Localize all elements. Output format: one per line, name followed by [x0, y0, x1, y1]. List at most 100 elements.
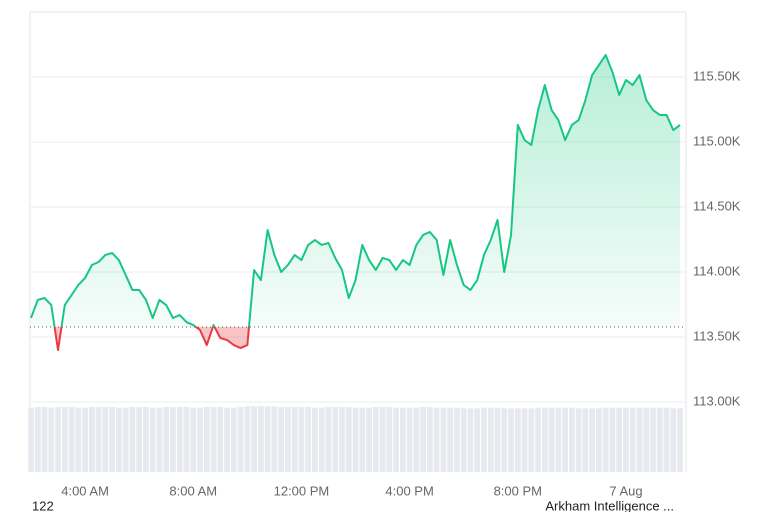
volume-bar — [352, 407, 359, 472]
volume-bar — [285, 407, 291, 472]
volume-bar — [129, 407, 136, 472]
volume-bar — [454, 407, 460, 472]
volume-bar — [406, 407, 413, 472]
volume-bar — [257, 406, 264, 472]
volume-bar — [508, 408, 514, 472]
volume-bar — [650, 407, 656, 472]
volume-bar — [75, 407, 82, 472]
x-tick-label: 7 Aug — [609, 483, 642, 498]
volume-bar — [359, 407, 366, 472]
volume-bar — [217, 407, 224, 472]
footer-left: 122 — [32, 498, 54, 512]
y-tick-label: 114.00K — [693, 263, 741, 278]
volume-bar — [325, 407, 332, 472]
volume-bar — [487, 407, 494, 472]
volume-bar — [562, 407, 568, 472]
x-tick-label: 8:00 PM — [494, 483, 542, 498]
y-tick-label: 115.00K — [693, 133, 741, 148]
volume-bar — [82, 407, 88, 472]
volume-bar — [541, 407, 548, 472]
volume-bar — [582, 408, 589, 472]
volume-bar — [68, 407, 75, 472]
volume-bar — [183, 407, 190, 472]
volume-bar — [210, 407, 217, 472]
volume-bar — [616, 407, 623, 472]
volume-bar — [244, 406, 251, 472]
volume-bar — [656, 407, 663, 472]
volume-bar — [467, 408, 474, 472]
volume-bar — [345, 407, 352, 472]
volume-bar — [109, 407, 116, 472]
volume-bar — [420, 407, 427, 472]
volume-bar — [602, 407, 609, 472]
volume-bar — [386, 407, 393, 472]
volume-bar — [447, 407, 454, 472]
volume-bar — [55, 407, 61, 472]
volume-bar — [339, 407, 345, 472]
volume-bar — [514, 408, 521, 472]
volume-bar — [623, 407, 629, 472]
volume-bar — [28, 407, 34, 472]
y-tick-label: 115.50K — [693, 68, 741, 83]
volume-bar — [575, 408, 582, 472]
volume-bar — [440, 407, 447, 472]
footer-right: Arkham Intelligence ... — [545, 498, 674, 512]
volume-bar — [528, 408, 535, 472]
volume-bar — [494, 407, 501, 472]
volume-bar — [501, 408, 508, 472]
area-fill — [31, 55, 681, 350]
volume-bar — [413, 407, 420, 472]
volume-bar — [636, 407, 643, 472]
label-layer: 113.00K 113.50K 114.00K 114.50K 115.00K 115.5… — [61, 68, 741, 498]
volume-bar — [548, 407, 555, 472]
volume-bar — [568, 407, 575, 472]
volume-bar — [197, 407, 203, 472]
volume-bar — [427, 407, 433, 472]
volume-bar — [366, 407, 372, 472]
volume-bar — [230, 407, 237, 472]
x-tick-label: 4:00 AM — [61, 483, 109, 498]
volume-bar — [149, 407, 156, 472]
x-tick-label: 8:00 AM — [169, 483, 217, 498]
volume-bar — [291, 407, 298, 472]
volume-bar — [203, 407, 210, 472]
volume-bar — [629, 407, 636, 472]
volume-bar — [122, 407, 129, 472]
volume-bar — [372, 407, 379, 472]
volume-bar — [609, 407, 616, 472]
volume-bar — [555, 407, 562, 472]
volume-bar — [61, 407, 68, 472]
volume-bar — [318, 407, 325, 472]
volume-bar — [677, 408, 683, 472]
volume-bar — [305, 407, 312, 472]
volume-bar — [393, 407, 399, 472]
volume-bar — [399, 407, 406, 472]
volume-bar — [156, 407, 163, 472]
volume-bar — [224, 407, 230, 472]
volume-bar — [481, 407, 487, 472]
volume-bar — [663, 407, 670, 472]
volume-bar — [298, 407, 305, 472]
volume-bar — [95, 407, 102, 472]
volume-bar — [379, 407, 386, 472]
volume-bar — [163, 407, 170, 472]
volume-bar — [264, 406, 271, 472]
volume-bar — [170, 407, 176, 472]
volume-bar — [278, 407, 285, 472]
volume-bar — [433, 407, 440, 472]
plot-layer — [30, 54, 686, 351]
volume-bar — [143, 407, 149, 472]
y-tick-label: 113.00K — [693, 393, 741, 408]
volume-bar — [136, 407, 143, 472]
volume-bar — [41, 407, 48, 472]
y-tick-label: 114.50K — [693, 198, 741, 213]
price-line — [30, 54, 681, 351]
volume-bar — [88, 407, 95, 472]
volume-bar — [460, 408, 467, 472]
volume-bar — [48, 407, 55, 472]
volume-bar — [251, 406, 257, 472]
volume-bar — [190, 407, 197, 472]
x-tick-label: 12:00 PM — [274, 483, 330, 498]
